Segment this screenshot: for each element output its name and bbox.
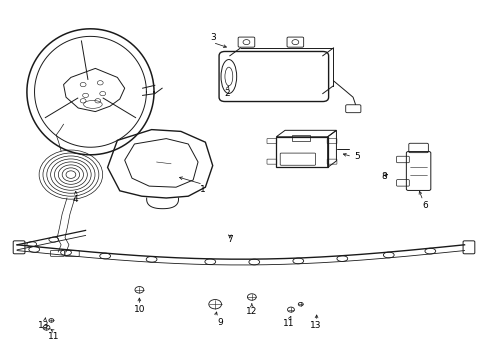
Text: 12: 12: [245, 307, 257, 316]
Text: 13: 13: [309, 321, 321, 330]
Text: 7: 7: [226, 235, 232, 244]
Bar: [276, 137, 327, 167]
Text: 1: 1: [200, 185, 205, 194]
Text: 6: 6: [422, 201, 427, 210]
Text: 2: 2: [224, 89, 230, 98]
Text: 10: 10: [133, 305, 145, 314]
Text: 11: 11: [282, 320, 294, 328]
Text: 3: 3: [209, 33, 215, 42]
Text: 8: 8: [380, 172, 386, 181]
Text: 5: 5: [353, 152, 359, 161]
Text: 11: 11: [48, 332, 60, 341]
Text: 9: 9: [217, 318, 223, 327]
Text: 4: 4: [73, 195, 79, 204]
Text: 13: 13: [38, 321, 50, 330]
